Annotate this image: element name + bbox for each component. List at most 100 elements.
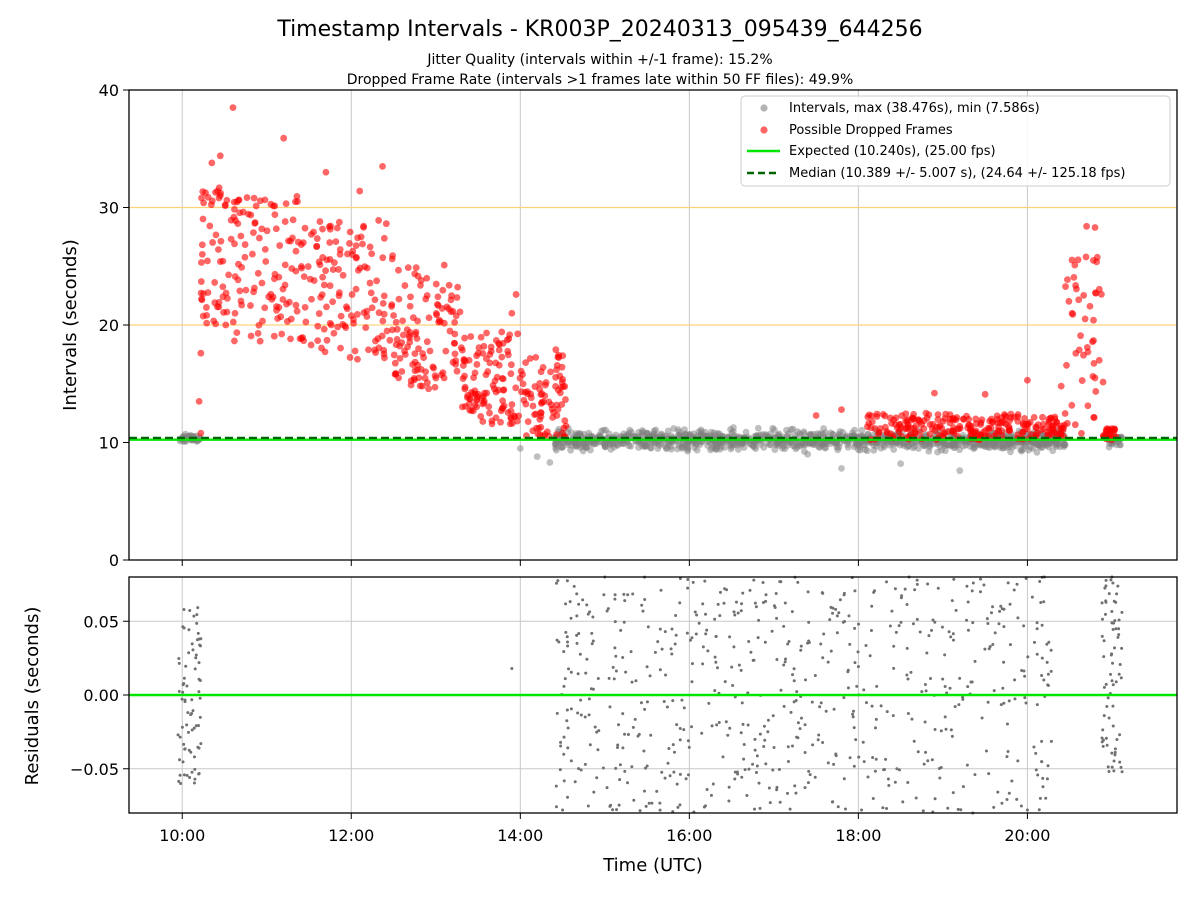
data-point [227,235,235,243]
data-point [356,264,364,272]
data-point [945,691,949,695]
data-point [585,603,589,607]
data-point [987,772,991,776]
data-point [819,701,823,705]
data-point [231,205,238,213]
data-point [666,761,670,765]
data-point [555,351,563,359]
data-point [1071,421,1079,429]
data-point [691,580,695,584]
data-point [480,342,488,350]
data-point [1046,683,1050,687]
data-point [899,620,903,624]
data-point [587,697,591,701]
data-point [507,361,515,369]
data-point [221,202,229,210]
data-point [250,229,257,237]
data-point [1061,410,1069,417]
data-point [1011,442,1019,450]
data-point [632,798,636,802]
data-point [923,720,927,724]
data-point [1024,376,1031,384]
data-point [280,134,288,142]
data-point [180,697,184,701]
data-point [1032,745,1036,749]
data-point [409,314,417,322]
legend-label-dropped: Possible Dropped Frames [789,123,953,138]
data-point [986,622,990,626]
data-point [391,359,399,367]
data-point [250,194,258,202]
data-point [565,635,569,639]
data-point [790,673,794,677]
data-point [498,328,506,336]
data-point [1102,639,1106,643]
data-point [1039,601,1043,605]
data-point [434,293,442,301]
data-point [871,756,875,760]
data-point [645,665,649,669]
data-point [887,783,891,787]
data-point [566,667,570,671]
data-point [786,759,790,763]
data-point [868,654,872,658]
data-point [966,600,970,604]
data-point [726,733,730,737]
data-point [1089,372,1097,380]
data-point [466,395,473,403]
data-point [552,346,560,354]
data-point [1113,646,1117,650]
data-point [775,785,779,789]
data-point [365,346,372,354]
data-point [433,311,441,319]
data-point [392,341,400,348]
data-point [658,627,662,631]
data-point [1022,624,1026,628]
data-point [852,726,856,730]
data-point [999,444,1007,452]
data-point [705,788,709,792]
data-point [857,622,861,626]
data-point [181,683,185,687]
data-point [586,804,590,808]
data-point [581,598,585,602]
data-point [1040,760,1044,764]
data-point [231,240,238,248]
data-point [194,724,198,728]
data-point [559,376,567,383]
data-point [579,713,583,717]
data-point [1075,346,1083,354]
data-point [316,261,324,269]
data-point [514,330,522,338]
data-point [411,270,419,278]
data-point [537,368,545,376]
data-point [573,780,577,784]
data-point [671,810,675,814]
data-point [905,646,909,650]
data-point [380,292,388,300]
data-point [566,726,570,730]
data-point [224,294,231,302]
data-point [998,609,1002,613]
data-point [396,354,404,362]
legend-box [740,95,1171,187]
data-point [683,443,691,451]
data-point [785,791,789,795]
data-point [874,757,878,761]
data-point [390,312,397,319]
data-point [198,715,202,719]
data-point [1012,588,1016,592]
data-point [529,427,537,435]
data-point [452,312,460,320]
data-point [933,727,937,731]
data-point [1116,441,1124,449]
data-point [410,374,418,382]
data-point [822,429,829,437]
data-point [1117,672,1121,676]
data-point [236,209,244,217]
data-point [1024,576,1028,580]
data-point [487,343,495,351]
data-point [906,677,910,681]
data-point [323,303,330,311]
data-point [566,644,570,648]
